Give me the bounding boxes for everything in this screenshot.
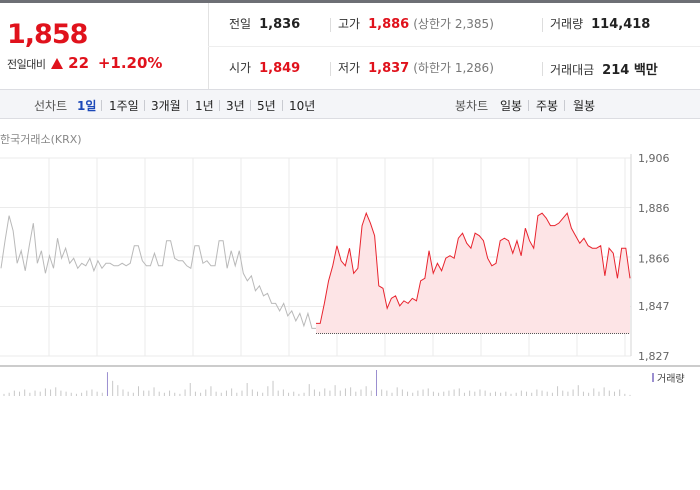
prev-value: 1,836 bbox=[259, 17, 301, 32]
tab-1w[interactable]: 1주일 bbox=[109, 99, 139, 113]
stat-open: 시가 1,849 bbox=[229, 59, 300, 76]
volume-legend-swatch bbox=[652, 373, 654, 382]
prev-label: 전일 bbox=[229, 17, 252, 31]
y-tick-label: 1,866 bbox=[638, 252, 670, 265]
change-percent: +1.20% bbox=[97, 54, 163, 72]
stat-separator bbox=[542, 62, 543, 76]
lower-limit: (하한가 1,286) bbox=[413, 61, 494, 75]
tab-separator bbox=[250, 100, 251, 111]
tab-separator bbox=[528, 100, 529, 111]
price-summary: 1,858 전일대비 22 +1.20% bbox=[0, 3, 209, 89]
stats-divider bbox=[208, 46, 700, 47]
stat-high: 고가 1,886 (상한가 2,385) bbox=[338, 15, 494, 32]
low-value: 1,837 bbox=[368, 61, 410, 76]
stat-separator bbox=[330, 18, 331, 32]
tab-1y[interactable]: 1년 bbox=[195, 99, 214, 113]
tab-1d[interactable]: 1일 bbox=[77, 99, 97, 113]
change-row: 전일대비 22 +1.20% bbox=[7, 54, 162, 72]
y-tick-label: 1,827 bbox=[638, 350, 670, 363]
candle-chart-label: 봉차트 bbox=[455, 99, 489, 113]
stat-volume: 거래량 114,418 bbox=[550, 15, 650, 32]
high-value: 1,886 bbox=[368, 17, 410, 32]
open-value: 1,849 bbox=[259, 61, 301, 76]
stat-separator bbox=[330, 62, 331, 76]
upper-limit: (상한가 2,385) bbox=[413, 17, 494, 31]
stat-separator bbox=[542, 18, 543, 32]
data-source: 한국거래소(KRX) bbox=[0, 133, 82, 146]
tab-separator bbox=[564, 100, 565, 111]
stat-prev-close: 전일 1,836 bbox=[229, 15, 300, 32]
tab-daily-candle[interactable]: 일봉 bbox=[500, 99, 523, 113]
high-label: 고가 bbox=[338, 17, 361, 31]
open-label: 시가 bbox=[229, 61, 252, 75]
today-area-fill bbox=[316, 213, 630, 334]
chart-tab-bar: 선차트 1일 1주일 3개월 1년 3년 5년 10년 봉차트 일봉 주봉 월봉 bbox=[0, 89, 700, 119]
current-price: 1,858 bbox=[7, 19, 88, 50]
tab-3y[interactable]: 3년 bbox=[226, 99, 245, 113]
tab-separator bbox=[187, 100, 188, 111]
change-value: 22 bbox=[68, 54, 90, 72]
up-triangle-icon bbox=[51, 58, 64, 69]
stat-amount: 거래대금 214 백만 bbox=[550, 59, 658, 78]
y-tick-label: 1,886 bbox=[638, 202, 670, 215]
amount-label: 거래대금 bbox=[550, 63, 595, 77]
line-chart-label: 선차트 bbox=[34, 99, 68, 113]
volume-legend-label: 거래량 bbox=[657, 373, 685, 385]
amount-value: 214 백만 bbox=[602, 63, 658, 78]
change-label: 전일대비 bbox=[7, 58, 46, 71]
low-label: 저가 bbox=[338, 61, 361, 75]
volume-label: 거래량 bbox=[550, 17, 584, 31]
tab-separator bbox=[101, 100, 102, 111]
today-session-line bbox=[316, 211, 631, 324]
tab-separator bbox=[144, 100, 145, 111]
tab-10y[interactable]: 10년 bbox=[289, 99, 316, 113]
tab-3m[interactable]: 3개월 bbox=[151, 99, 181, 113]
tab-monthly-candle[interactable]: 월봉 bbox=[573, 99, 596, 113]
tab-separator bbox=[219, 100, 220, 111]
stat-low: 저가 1,837 (하한가 1,286) bbox=[338, 59, 494, 76]
volume-value: 114,418 bbox=[591, 17, 651, 32]
tab-5y[interactable]: 5년 bbox=[257, 99, 276, 113]
y-tick-label: 1,847 bbox=[638, 300, 670, 313]
tab-separator bbox=[282, 100, 283, 111]
y-tick-label: 1,906 bbox=[638, 152, 670, 165]
tab-weekly-candle[interactable]: 주봉 bbox=[536, 99, 559, 113]
prev-session-line bbox=[0, 215, 316, 329]
quote-header: 1,858 전일대비 22 +1.20% 전일 1,836 고가 1,886 (상한가… bbox=[0, 0, 700, 89]
